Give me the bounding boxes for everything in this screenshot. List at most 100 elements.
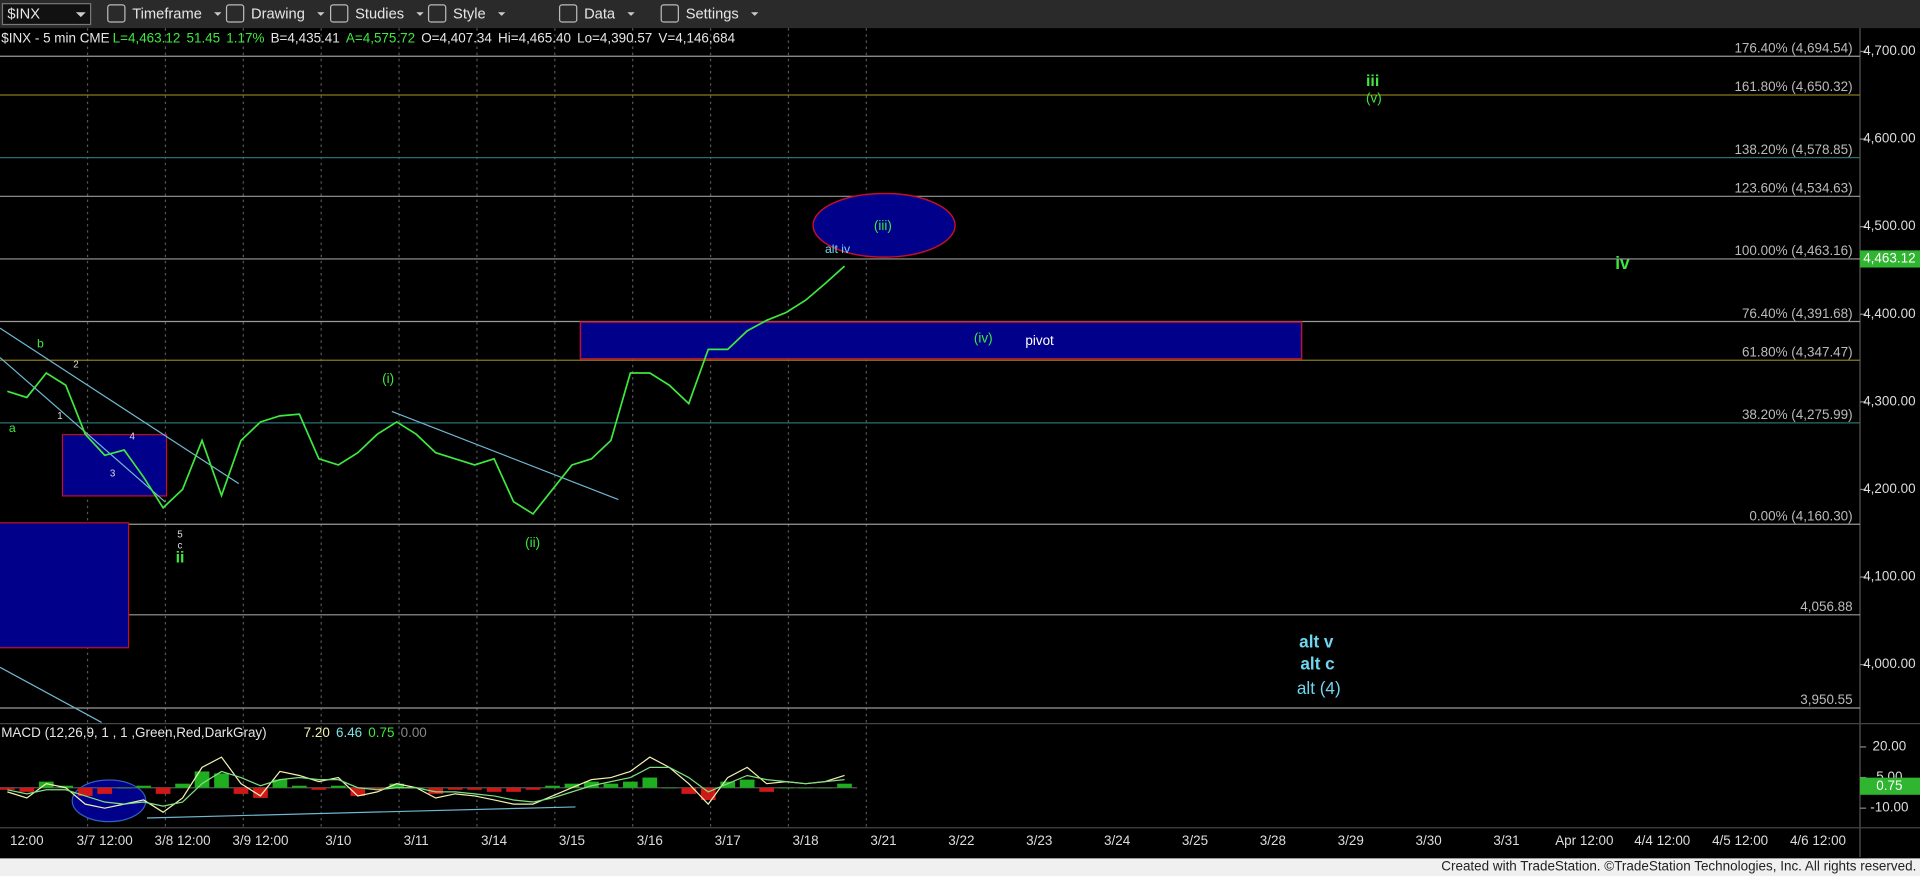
wave-label: 5 bbox=[177, 530, 183, 541]
histogram-bar bbox=[623, 781, 638, 788]
wave-label: iii bbox=[1366, 73, 1379, 90]
stat: Lo=4,390.57 bbox=[577, 31, 652, 46]
y-tick-label: 4,100.00 bbox=[1863, 569, 1915, 584]
last-value-label: 4,463.12 bbox=[1863, 251, 1915, 266]
stat: O=4,407.34 bbox=[421, 31, 492, 46]
target-ellipse[interactable] bbox=[812, 192, 956, 258]
histogram-bar bbox=[253, 787, 268, 798]
histogram-bar bbox=[233, 787, 249, 794]
wave-label: (v) bbox=[1366, 91, 1382, 106]
dropdown-arrow bbox=[214, 12, 222, 16]
y-tick-label: 4,200.00 bbox=[1863, 481, 1915, 496]
toolbar-item[interactable]: Timeframe bbox=[132, 7, 202, 23]
wave-label: iv bbox=[1615, 253, 1630, 273]
level-label: 138.20% (4,578.85) bbox=[1734, 142, 1852, 157]
histogram-bar bbox=[58, 785, 74, 788]
toolbar-item[interactable]: Studies bbox=[355, 7, 404, 23]
histogram-bar bbox=[798, 787, 813, 789]
wave-label: alt (4) bbox=[1297, 678, 1341, 698]
histogram-bar bbox=[817, 787, 833, 789]
histogram-bar bbox=[194, 771, 210, 788]
toolbar-item[interactable]: Data bbox=[584, 7, 616, 23]
x-tick-label: 3/10 bbox=[325, 833, 351, 848]
pivot-box[interactable] bbox=[579, 321, 1303, 360]
x-tick-label: 3/9 12:00 bbox=[232, 833, 288, 848]
histogram-bar bbox=[720, 781, 736, 788]
y-tick-label: 20.00 bbox=[1873, 739, 1907, 754]
y-tick-label: 4,500.00 bbox=[1863, 218, 1915, 233]
toolbar-items: Timeframe Drawing Studies Style Data Settings bbox=[107, 4, 759, 23]
toolbar-button bbox=[225, 4, 245, 23]
wave-label: a bbox=[9, 421, 16, 435]
x-tick-label: 12:00 bbox=[10, 833, 44, 848]
trend-line[interactable] bbox=[391, 410, 619, 501]
toolbar-item[interactable]: Settings bbox=[686, 7, 739, 23]
toolbar-button bbox=[107, 4, 126, 23]
stat: 51.45 bbox=[186, 31, 220, 46]
histogram-bar bbox=[564, 783, 580, 788]
histogram-bar bbox=[778, 787, 794, 789]
x-tick-label: Apr 12:00 bbox=[1555, 833, 1613, 848]
trend-line[interactable] bbox=[0, 666, 102, 723]
histogram-bar bbox=[447, 787, 463, 790]
x-tick-label: 3/14 bbox=[481, 833, 508, 848]
trend-line[interactable] bbox=[0, 327, 240, 485]
stat: 1.17% bbox=[226, 31, 264, 46]
histogram-bar bbox=[350, 787, 366, 796]
toolbar-button bbox=[330, 4, 349, 23]
wave-label: 1 bbox=[57, 411, 62, 422]
level-label: 100.00% (4,463.16) bbox=[1734, 243, 1852, 258]
x-tick-label: 3/24 bbox=[1104, 833, 1131, 848]
histogram-bar bbox=[292, 785, 307, 788]
y-tick-label: 4,400.00 bbox=[1863, 306, 1915, 321]
dropdown-arrow bbox=[627, 12, 635, 16]
symbol: $INX bbox=[7, 7, 40, 23]
dropdown-arrow bbox=[317, 12, 325, 16]
histogram-bar bbox=[681, 787, 697, 794]
x-tick-label: 3/15 bbox=[559, 833, 585, 848]
y-tick-label: 4,000.00 bbox=[1863, 656, 1915, 671]
toolbar-item[interactable]: Drawing bbox=[251, 7, 305, 23]
wave-label: (ii) bbox=[525, 535, 540, 550]
y-tick-label: 4,600.00 bbox=[1863, 131, 1915, 146]
toolbar-button bbox=[660, 4, 679, 23]
y-tick-label: 4,700.00 bbox=[1863, 43, 1915, 58]
symbol-box[interactable] bbox=[1, 3, 92, 26]
histogram-bar bbox=[428, 787, 444, 794]
readout: 7.20 bbox=[304, 725, 330, 740]
box[interactable] bbox=[0, 522, 130, 649]
levels: 176.40% (4,694.54)161.80% (4,650.32)138.… bbox=[0, 40, 1860, 709]
x-tick-label: 3/23 bbox=[1026, 833, 1052, 848]
x-tick-label: 3/7 12:00 bbox=[77, 833, 133, 848]
stat: A=4,575.72 bbox=[346, 31, 415, 46]
histogram-bar bbox=[661, 787, 677, 789]
series-line bbox=[7, 265, 846, 516]
x-tick-label: 3/18 bbox=[792, 833, 818, 848]
wave-label: alt iv bbox=[825, 242, 851, 256]
macd-title: MACD (12,26,9, 1 , 1 ,Green,Red,DarkGray… bbox=[1, 725, 266, 740]
box[interactable] bbox=[61, 434, 168, 497]
stats: L=4,463.12 51.45 1.17% B=4,435.41 A=4,575.72… bbox=[113, 31, 736, 46]
series-line bbox=[7, 756, 845, 813]
y-tick-label: -10.00 bbox=[1870, 800, 1908, 815]
histogram-bar bbox=[155, 787, 171, 794]
histogram-bar bbox=[272, 779, 288, 788]
wave-label: 3 bbox=[110, 468, 116, 479]
x-tick-label: 4/6 12:00 bbox=[1790, 833, 1846, 848]
macd-trend-line[interactable] bbox=[146, 806, 576, 819]
histogram-bar bbox=[837, 783, 852, 788]
x-tick-label: 3/22 bbox=[948, 833, 974, 848]
wave-label: pivot bbox=[1025, 333, 1054, 348]
wave-label: 4 bbox=[130, 432, 136, 443]
x-tick-label: 3/25 bbox=[1182, 833, 1208, 848]
histogram-bar bbox=[467, 787, 482, 790]
histogram-bar bbox=[759, 787, 774, 792]
toolbar-item[interactable]: Style bbox=[453, 7, 486, 23]
macd-ellipse[interactable] bbox=[71, 779, 147, 823]
histogram-bar bbox=[739, 779, 755, 788]
readout: 0.75 bbox=[368, 725, 394, 740]
histogram-bar bbox=[486, 787, 502, 792]
footer-bar bbox=[0, 858, 1920, 876]
